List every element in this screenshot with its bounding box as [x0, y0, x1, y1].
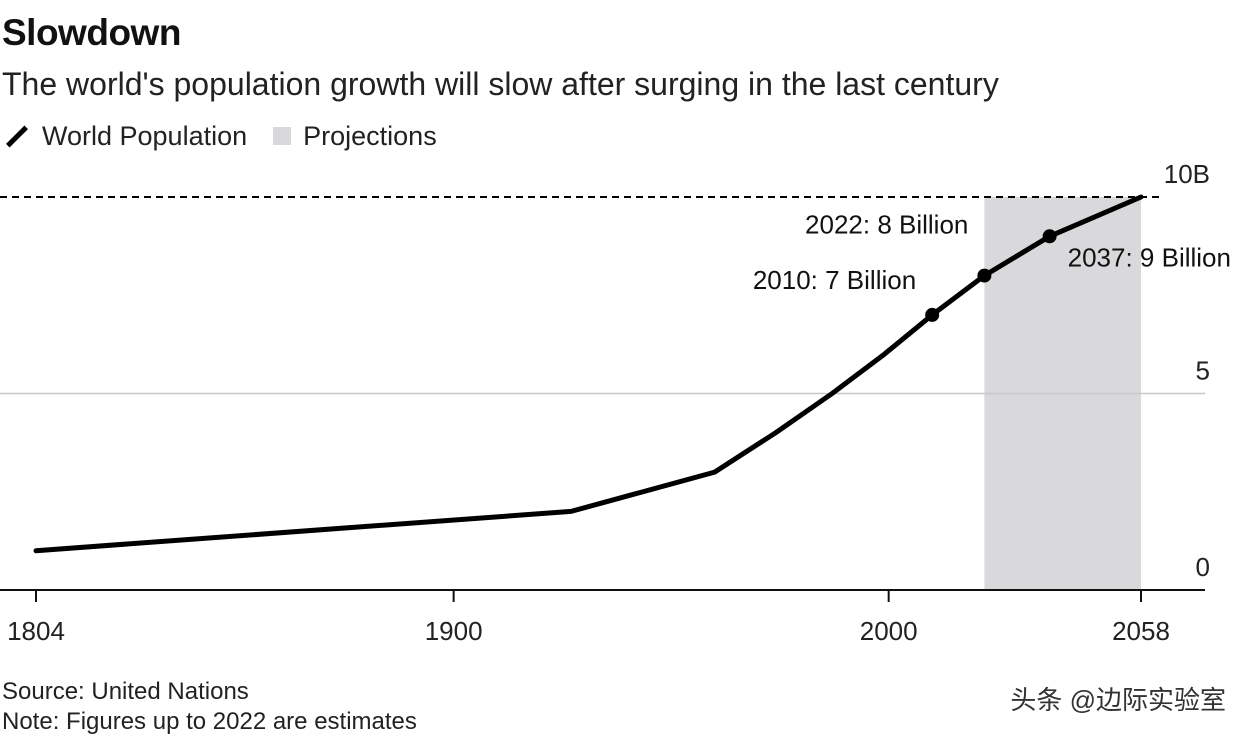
- data-point-2037: [1042, 229, 1057, 244]
- x-tick-label: 2058: [1112, 616, 1170, 646]
- data-point-2010: [925, 307, 940, 322]
- population-chart: 0 5 10B 1804 1900 2000 2058 2010: 7 Billion 2022…: [0, 159, 1231, 646]
- y-tick-label: 0: [1196, 552, 1210, 582]
- estimate-note: Note: Figures up to 2022 are estimates: [2, 708, 417, 735]
- data-label-2010: 2010: 7 Billion: [753, 265, 916, 295]
- chart-title: Slowdown: [2, 12, 181, 53]
- legend-item-projections: Projections: [273, 121, 437, 152]
- y-tick-label: 10B: [1164, 159, 1210, 189]
- source-note: Source: United Nations: [2, 678, 249, 705]
- legend-label: World Population: [42, 120, 248, 151]
- legend-label: Projections: [303, 120, 437, 151]
- y-tick-label: 5: [1196, 356, 1210, 386]
- legend-line-icon: [6, 125, 28, 147]
- x-tick-label: 1900: [425, 616, 483, 646]
- x-tick-label: 2000: [860, 616, 918, 646]
- data-label-2022: 2022: 8 Billion: [805, 210, 968, 240]
- x-tick-label: 1804: [7, 616, 65, 646]
- legend-item-world-population: World Population: [4, 121, 247, 152]
- chart-subtitle: The world's population growth will slow …: [2, 66, 999, 102]
- legend-swatch-icon: [273, 127, 292, 145]
- data-label-2037: 2037: 9 Billion: [1068, 242, 1231, 272]
- legend: World Population Projections: [4, 118, 463, 154]
- data-point-2022: [977, 268, 992, 283]
- watermark: 头条 @边际实验室: [1010, 685, 1226, 715]
- series-line-world-population: [33, 194, 1144, 554]
